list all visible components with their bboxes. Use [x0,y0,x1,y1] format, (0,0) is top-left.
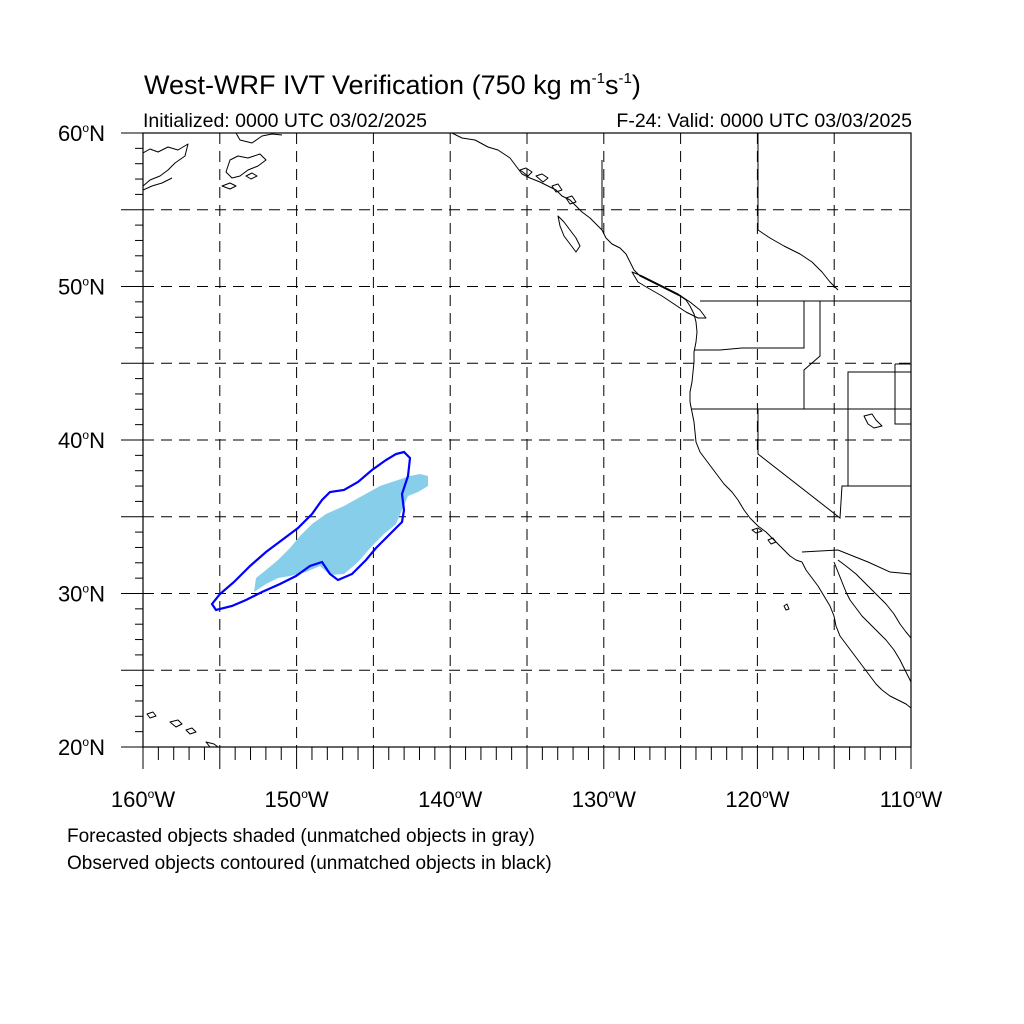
lon-tick-label-130: 130oW [572,787,636,812]
lat-tick-label-60: 60oN [58,121,105,146]
lon-tick-label-120: 120oW [725,787,789,812]
channel-islands [751,527,790,611]
southeast-alaska-islands [519,167,577,205]
lon-tick-label-150: 150oW [265,787,329,812]
aleutian-islet-coastline [221,172,258,190]
hawaii-islands [146,711,219,747]
lon-tick-label-140: 140oW [418,787,482,812]
mainland-mexico-coastline [837,559,911,709]
canada-us-border [601,133,911,302]
valid-label: F-24: Valid: 0000 UTC 03/03/2025 [616,110,912,132]
idaho-border [803,301,911,409]
observed-ivt-contour [210,450,412,612]
map-title: West-WRF IVT Verification (750 kg m-1s-1… [144,70,641,100]
lat-tick-label-50: 50oN [58,275,105,300]
graticule [143,133,911,747]
forecast-ivt-object [254,474,428,592]
nevada-border [757,409,911,519]
canada-interior-river [757,229,839,291]
vancouver-island-coastline [631,271,707,319]
kodiak-island-coastline [225,153,267,179]
haida-gwaii-coastline [557,215,581,253]
forecast-footnote: Forecasted objects shaded (unmatched obj… [67,826,535,847]
lat-tick-label-20: 20oN [58,735,105,760]
wyoming-border [894,363,911,425]
washington-oregon-border [694,301,805,351]
observed-footnote: Observed objects contoured (unmatched ob… [67,853,552,874]
lat-tick-label-30: 30oN [58,582,105,607]
lon-tick-label-160: 160oW [111,787,175,812]
axis-ticks [121,132,912,769]
axis-tick-labels: 60oN 50oN 40oN 30oN 20oN 160oW 150oW 140oW 130oW… [58,121,943,812]
alaska-peninsula-coastline [143,143,189,191]
baja-california-coastline [801,561,911,691]
us-mexico-border [801,549,911,575]
lon-tick-label-110: 110oW [880,787,943,812]
initialized-label: Initialized: 0000 UTC 03/02/2025 [143,110,428,132]
gulf-of-alaska-coastline [235,133,803,563]
lat-tick-label-40: 40oN [58,428,105,453]
great-salt-lake [863,413,883,429]
